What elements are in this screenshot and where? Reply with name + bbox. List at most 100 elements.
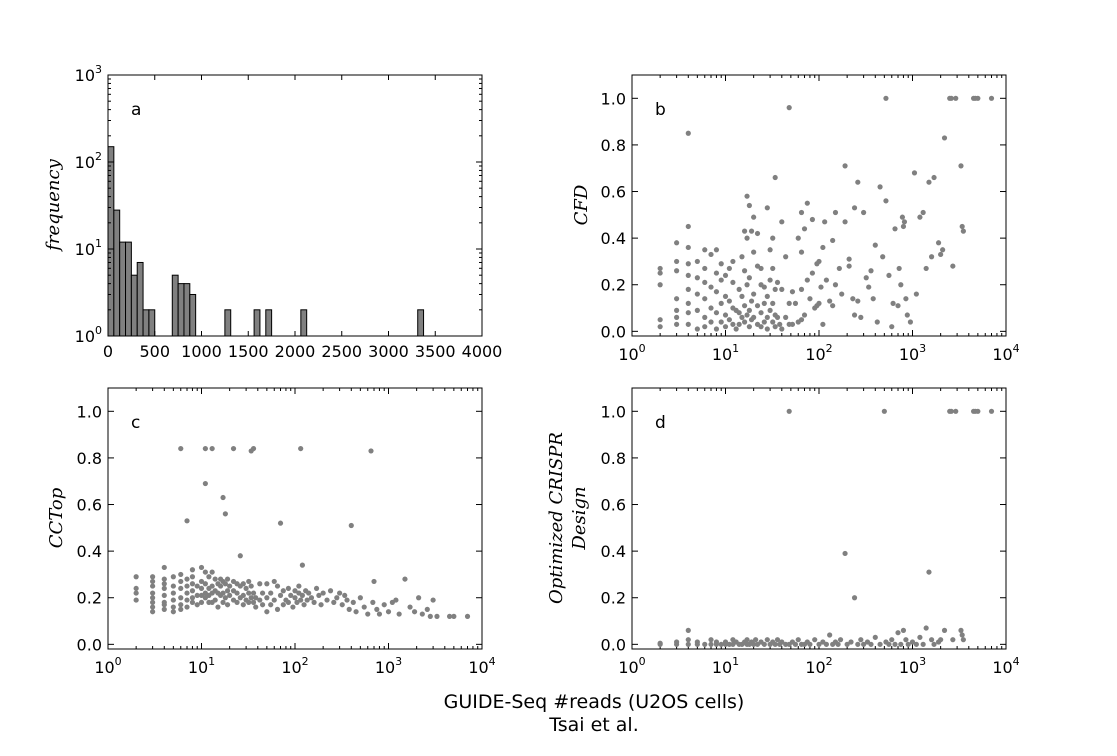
x-tick-label: 102 xyxy=(805,342,832,364)
scatter-point-181 xyxy=(402,576,408,582)
y-tick-label: 100 xyxy=(75,324,102,346)
histogram-bar-8 xyxy=(171,274,179,337)
scatter-point-112 xyxy=(779,219,785,225)
scatter-point-25 xyxy=(694,326,700,332)
scatter-point-63 xyxy=(209,445,215,452)
scatter-point-36 xyxy=(184,590,190,596)
scatter-point-114 xyxy=(779,326,785,332)
scatter-point-189 xyxy=(917,214,923,220)
scatter-point-14 xyxy=(685,244,691,251)
scatter-point-84 xyxy=(923,625,929,631)
scatter-point-174 xyxy=(886,272,892,279)
scatter-point-184 xyxy=(416,595,422,601)
scatter-point-103 xyxy=(770,300,776,306)
scatter-point-23 xyxy=(170,597,176,603)
scatter-point-53 xyxy=(202,445,208,452)
scatter-point-200 xyxy=(948,95,954,101)
scatter-point-129 xyxy=(801,226,808,232)
scatter-point-55 xyxy=(202,569,208,575)
scatter-point-45 xyxy=(722,272,729,279)
scatter-point-82 xyxy=(222,581,228,587)
panel-a-label: a xyxy=(131,100,141,120)
scatter-point-50 xyxy=(198,585,205,592)
scatter-point-157 xyxy=(327,588,334,594)
scatter-point-127 xyxy=(274,606,281,612)
scatter-point-51 xyxy=(726,317,732,323)
y-tick-label: 0.6 xyxy=(601,496,626,515)
scatter-point-134 xyxy=(809,216,816,223)
scatter-point-53 xyxy=(823,641,830,647)
x-tick-label: 100 xyxy=(94,655,121,677)
x-tick-label: 1500 xyxy=(228,342,269,361)
scatter-point-156 xyxy=(324,597,330,603)
scatter-point-81 xyxy=(222,511,228,517)
scatter-point-67 xyxy=(868,641,874,647)
scatter-point-123 xyxy=(268,602,274,608)
scatter-point-131 xyxy=(280,602,286,608)
histogram-bar-2 xyxy=(119,241,127,337)
scatter-point-149 xyxy=(306,590,312,596)
panel-d-ylabel-line1: Optimized CRISPR xyxy=(546,432,567,604)
scatter-point-163 xyxy=(344,597,350,603)
scatter-point-183 xyxy=(411,609,418,615)
scatter-point-95 xyxy=(958,627,964,633)
scatter-point-134 xyxy=(285,599,292,605)
scatter-point-115 xyxy=(257,581,263,587)
scatter-point-106 xyxy=(246,599,252,605)
panel-d-ylabel-line2: Design xyxy=(569,486,590,550)
scatter-point-33 xyxy=(184,518,190,524)
scatter-point-96 xyxy=(237,553,243,559)
scatter-point-151 xyxy=(836,265,842,272)
scatter-point-193 xyxy=(928,254,935,260)
scatter-point-111 xyxy=(250,590,257,596)
y-tick-label: 1.0 xyxy=(601,89,626,108)
scatter-point-47 xyxy=(194,602,200,608)
scatter-point-0 xyxy=(133,574,139,580)
scatter-point-144 xyxy=(299,562,306,568)
scatter-point-140 xyxy=(296,583,302,589)
scatter-point-3 xyxy=(674,639,680,645)
scatter-point-93 xyxy=(950,637,956,643)
scatter-point-85 xyxy=(754,303,761,309)
scatter-point-192 xyxy=(926,179,932,185)
scatter-point-41 xyxy=(189,581,196,587)
scatter-point-171 xyxy=(368,448,374,454)
scatter-point-145 xyxy=(299,592,306,599)
scatter-point-45 xyxy=(194,583,200,589)
scatter-point-38 xyxy=(713,289,720,295)
scatter-point-204 xyxy=(959,223,965,230)
scatter-point-186 xyxy=(907,319,914,325)
histogram-bar-11 xyxy=(189,293,197,337)
scatter-point-54 xyxy=(202,480,208,487)
scatter-point-93 xyxy=(761,319,767,325)
scatter-point-29 xyxy=(753,637,759,643)
x-tick-label: 101 xyxy=(712,342,739,364)
scatter-point-83 xyxy=(920,641,926,647)
scatter-point-185 xyxy=(419,611,425,617)
panel-b-frame xyxy=(631,74,1007,337)
scatter-point-39 xyxy=(779,639,785,645)
scatter-point-64 xyxy=(741,228,748,234)
scatter-point-12 xyxy=(161,564,167,571)
scatter-point-12 xyxy=(685,130,691,136)
scatter-point-79 xyxy=(220,590,226,596)
scatter-point-29 xyxy=(702,296,708,302)
scatter-point-83 xyxy=(754,230,761,237)
scatter-point-69 xyxy=(744,235,750,241)
scatter-point-44 xyxy=(792,641,799,647)
scatter-point-101 xyxy=(770,235,776,241)
histogram-bar-5 xyxy=(136,261,144,337)
scatter-point-153 xyxy=(316,592,322,599)
scatter-point-185 xyxy=(904,312,910,318)
scatter-point-45 xyxy=(795,637,801,643)
scatter-point-92 xyxy=(761,300,767,306)
scatter-point-201 xyxy=(950,263,956,269)
scatter-point-20 xyxy=(170,574,176,580)
scatter-point-51 xyxy=(816,641,822,647)
scatter-point-70 xyxy=(744,282,750,288)
scatter-point-9 xyxy=(702,641,708,647)
scatter-point-115 xyxy=(783,254,789,260)
scatter-point-202 xyxy=(953,95,959,101)
x-tick-label: 100 xyxy=(618,342,645,364)
y-tick-label: 103 xyxy=(75,63,102,85)
